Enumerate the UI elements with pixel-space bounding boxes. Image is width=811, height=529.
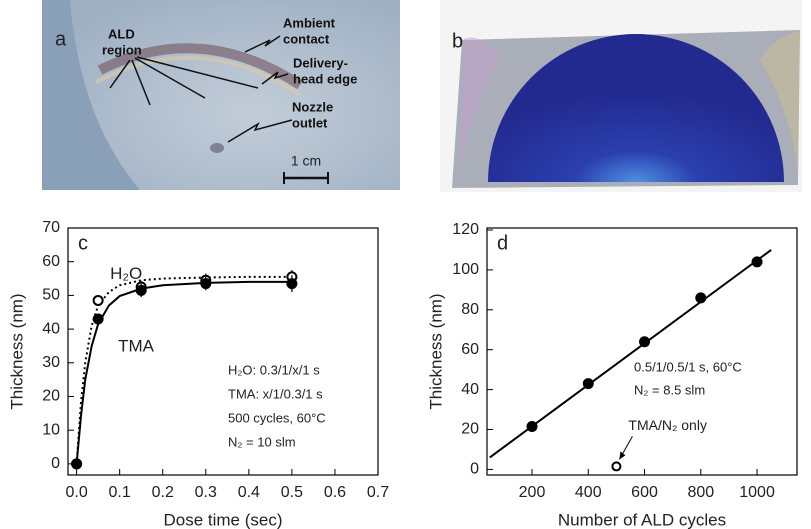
photo-label: Nozzle — [292, 99, 333, 114]
x-tick-label: 0.0 — [65, 484, 87, 501]
x-tick-label: 0.6 — [324, 484, 346, 501]
y-tick-label: 100 — [452, 261, 479, 278]
x-tick-label: 0.1 — [109, 484, 131, 501]
data-point — [200, 278, 212, 290]
x-tick-label: 0.3 — [195, 484, 217, 501]
annotation: H₂O: 0.3/1/x/1 s — [228, 362, 320, 377]
y-tick-label: 0 — [470, 461, 479, 478]
data-point — [135, 284, 147, 296]
data-point — [286, 278, 298, 290]
x-tick-label: 200 — [519, 484, 546, 501]
y-tick-label: 20 — [42, 388, 60, 405]
annotation: TMA/N₂ only — [628, 417, 707, 433]
data-point — [526, 421, 538, 433]
data-point — [582, 378, 594, 390]
x-tick-label: 0.7 — [367, 484, 389, 501]
data-point — [92, 313, 104, 325]
x-tick-label: 600 — [631, 484, 658, 501]
photo-label: head edge — [293, 71, 357, 86]
annotation: N₂ = 10 slm — [228, 434, 296, 449]
x-tick-label: 800 — [687, 484, 714, 501]
fit-line — [75, 280, 292, 464]
data-point — [611, 461, 622, 472]
arrow-head — [619, 451, 626, 460]
y-axis-label: Thickness (nm) — [7, 293, 26, 409]
photo-label: Ambient — [283, 15, 336, 30]
x-axis-label: Number of ALD cycles — [558, 510, 726, 529]
annotation: N₂ = 8.5 slm — [634, 382, 705, 397]
plot-frame — [486, 227, 798, 476]
y-tick-label: 0 — [51, 455, 60, 472]
panel-label: b — [452, 30, 463, 52]
x-tick-label: 0.5 — [281, 484, 303, 501]
x-tick-label: 0.2 — [152, 484, 174, 501]
scale-bar-label: 1 cm — [291, 153, 321, 169]
y-tick-label: 40 — [42, 320, 60, 337]
panel-label: c — [78, 232, 88, 254]
data-point — [639, 336, 651, 348]
data-point — [71, 458, 83, 470]
x-tick-label: 0.4 — [238, 484, 260, 501]
y-tick-label: 50 — [42, 287, 60, 304]
series-label: H₂O — [110, 264, 142, 283]
photo-label: ALD — [108, 26, 135, 41]
photo-b: b — [440, 0, 802, 192]
plot-frame — [67, 227, 379, 476]
y-tick-label: 60 — [461, 341, 479, 358]
data-point — [695, 292, 707, 304]
x-tick-label: 1000 — [739, 484, 775, 501]
series-label: TMA — [118, 336, 155, 355]
y-tick-label: 120 — [452, 221, 479, 238]
x-tick-label: 400 — [575, 484, 602, 501]
y-tick-label: 10 — [42, 421, 60, 438]
photo-label: contact — [283, 31, 330, 46]
annotation: 0.5/1/0.5/1 s, 60°C — [634, 359, 742, 374]
fit-line — [489, 249, 772, 459]
data-point — [92, 294, 104, 306]
panel-label: d — [497, 232, 508, 254]
annotation: TMA: x/1/0.3/1 s — [228, 386, 323, 401]
y-tick-label: 80 — [461, 301, 479, 318]
photo-label: outlet — [292, 115, 328, 130]
y-tick-label: 20 — [461, 421, 479, 438]
y-tick-label: 30 — [42, 354, 60, 371]
photo-label: Delivery- — [293, 55, 348, 70]
y-axis-label: Thickness (nm) — [426, 293, 445, 409]
x-axis-label: Dose time (sec) — [163, 510, 282, 529]
photo-label: region — [102, 42, 142, 57]
panel-label: a — [55, 28, 67, 50]
y-tick-label: 40 — [461, 381, 479, 398]
y-tick-label: 60 — [42, 253, 60, 270]
data-point — [751, 256, 763, 268]
y-tick-label: 70 — [42, 219, 60, 236]
annotation: 500 cycles, 60°C — [228, 410, 326, 425]
photo-a: a ALD region Ambient contact Delivery- h… — [42, 0, 400, 190]
